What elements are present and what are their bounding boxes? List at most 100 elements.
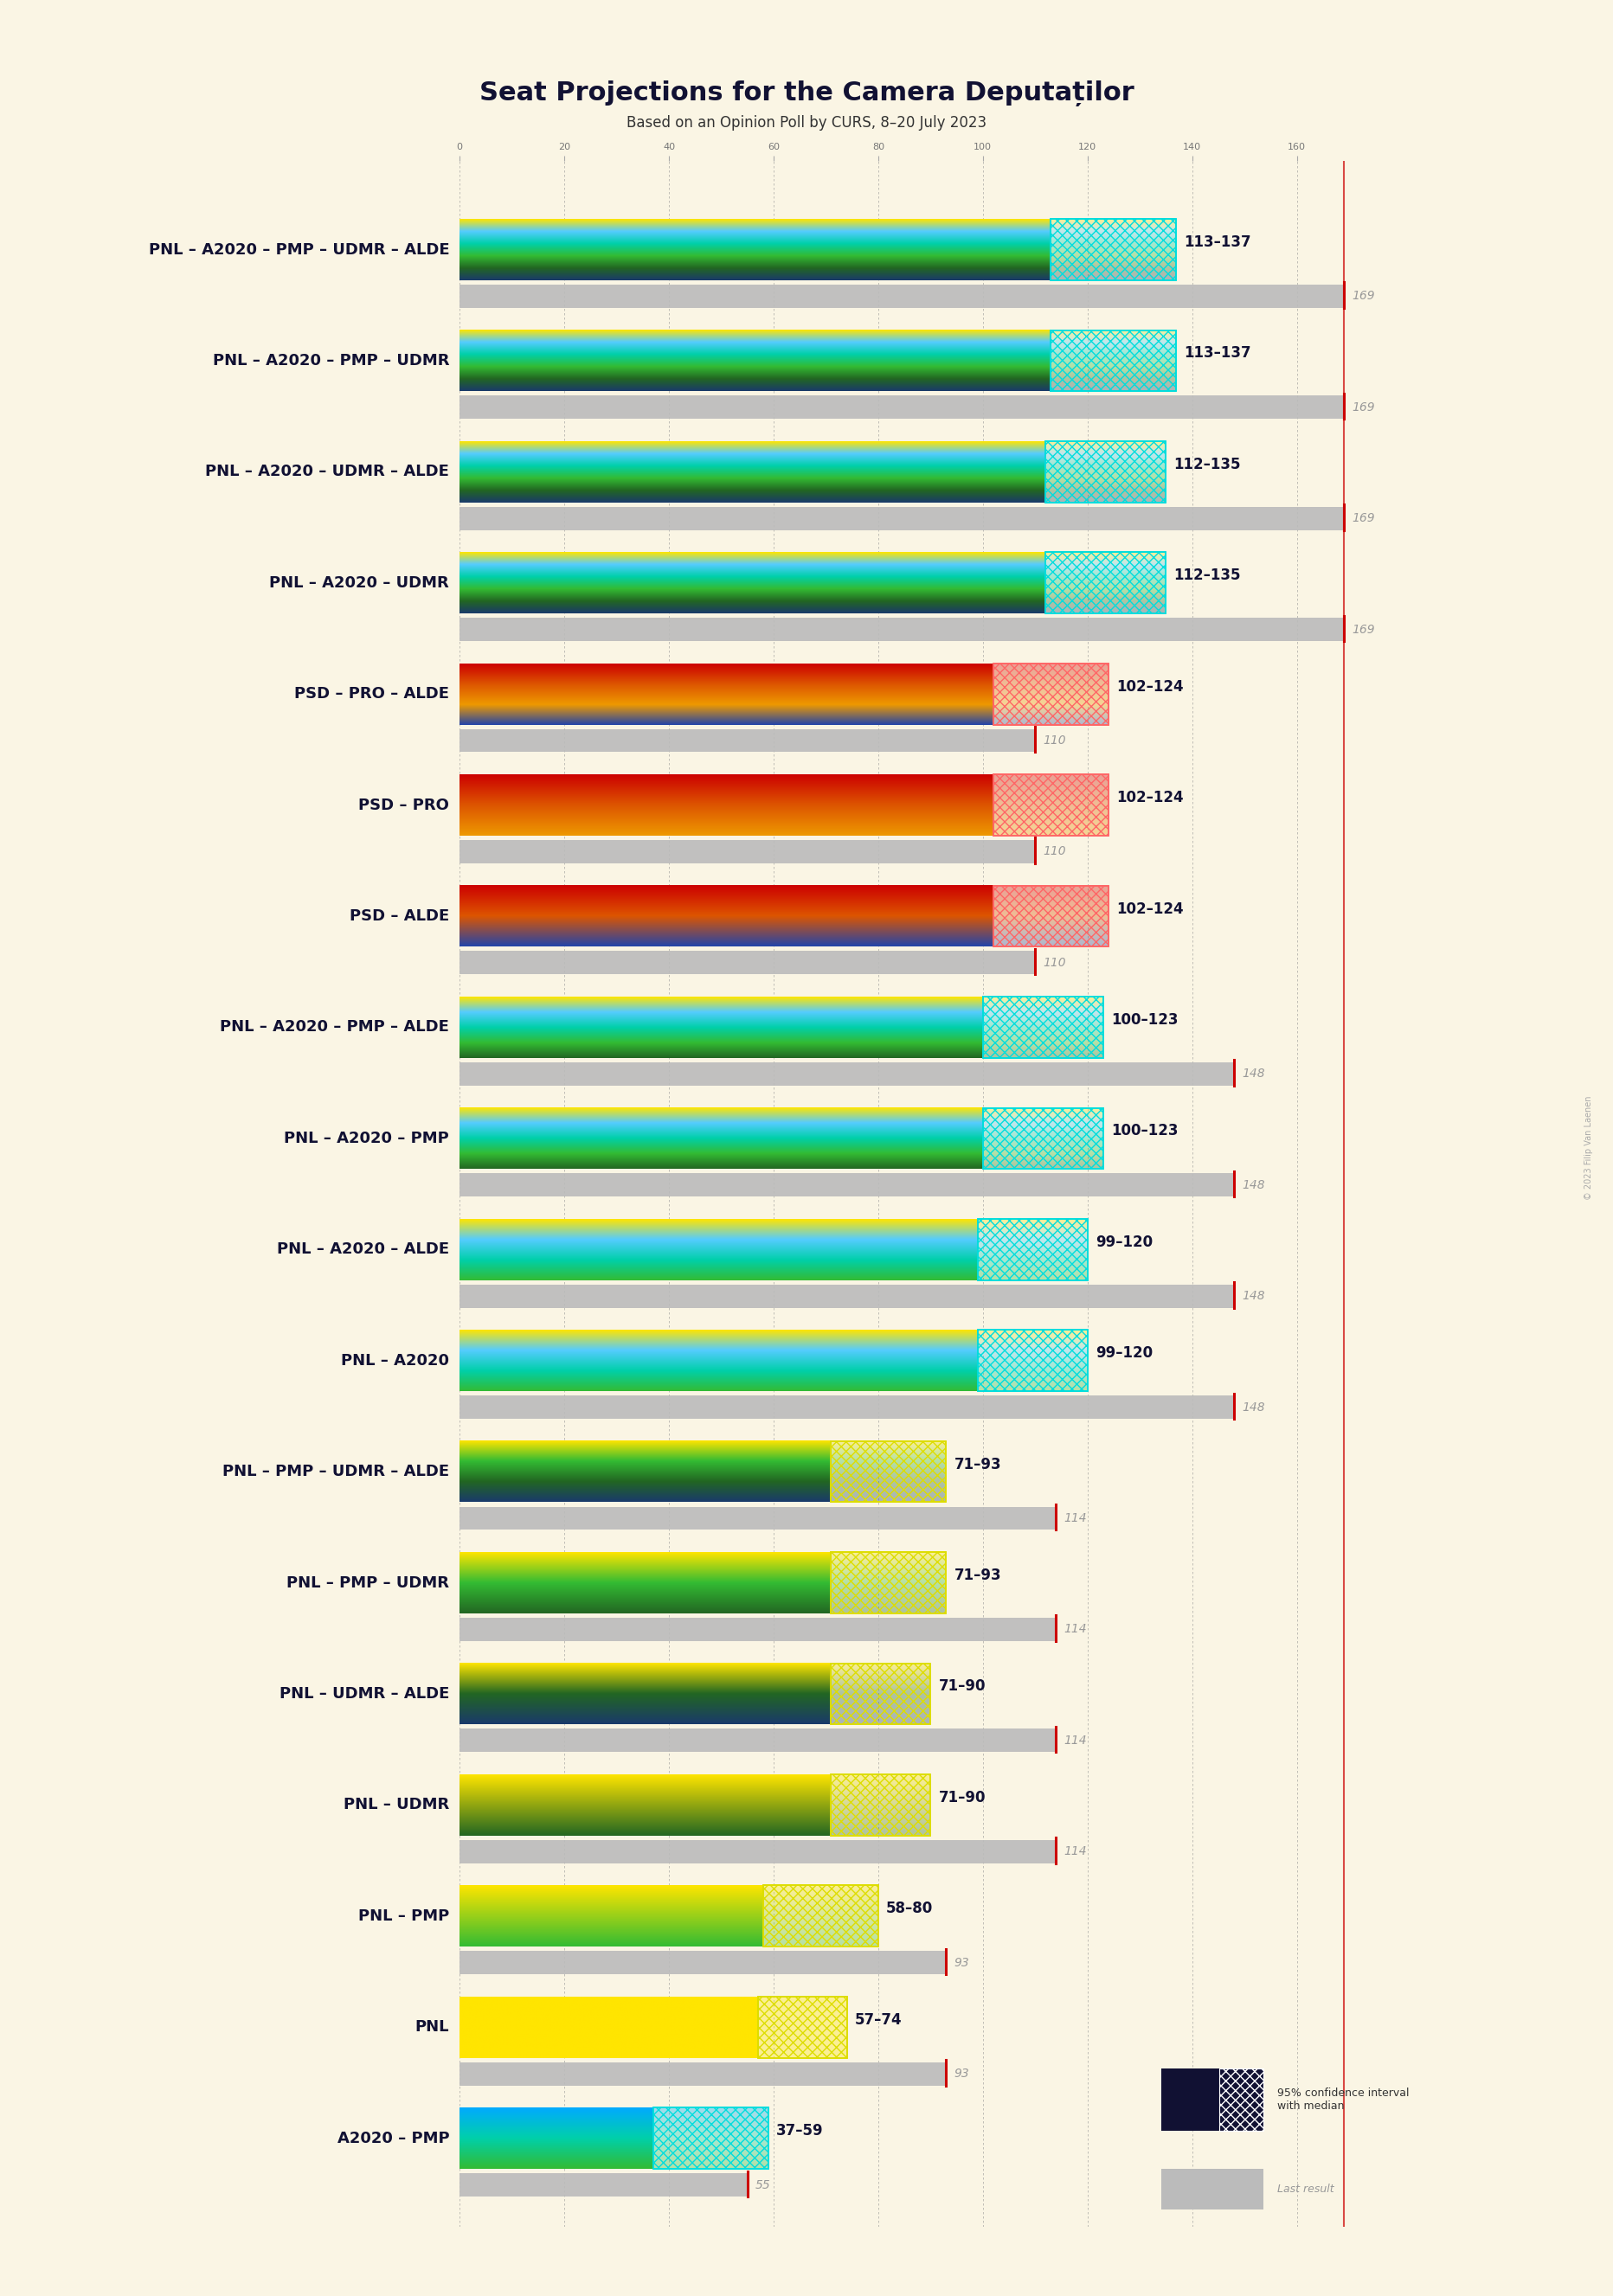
Bar <box>982 996 1103 1058</box>
Text: PNL – A2020: PNL – A2020 <box>340 1352 450 1368</box>
Text: 71–93: 71–93 <box>953 1568 1002 1584</box>
Text: 102–124: 102–124 <box>1116 900 1184 916</box>
Bar <box>460 1396 1234 1419</box>
Text: PNL – A2020 – PMP – UDMR: PNL – A2020 – PMP – UDMR <box>213 354 450 367</box>
Text: 148: 148 <box>1242 1178 1265 1192</box>
Bar <box>831 1552 947 1614</box>
Text: PSD – PRO: PSD – PRO <box>358 797 450 813</box>
Bar <box>460 1839 1057 1862</box>
Bar <box>1050 218 1176 280</box>
Bar <box>1045 553 1166 613</box>
Bar <box>460 2174 747 2197</box>
Bar <box>994 774 1108 836</box>
Text: 57–74: 57–74 <box>855 2011 902 2027</box>
Bar <box>982 1107 1103 1169</box>
Text: 169: 169 <box>1352 512 1374 523</box>
Text: PNL – UDMR: PNL – UDMR <box>344 1798 450 1814</box>
Bar <box>460 1173 1234 1196</box>
Bar <box>1161 2069 1263 2131</box>
Text: PNL – PMP: PNL – PMP <box>358 1908 450 1924</box>
Text: 114: 114 <box>1065 1513 1087 1525</box>
Bar <box>831 1442 947 1502</box>
Text: PNL – A2020 – UDMR: PNL – A2020 – UDMR <box>269 574 450 590</box>
Bar <box>994 664 1108 726</box>
Text: PNL – PMP – UDMR: PNL – PMP – UDMR <box>287 1575 450 1591</box>
Text: A2020 – PMP: A2020 – PMP <box>337 2131 450 2147</box>
Bar <box>1045 441 1166 503</box>
Bar <box>831 1662 931 1724</box>
Bar <box>831 1442 947 1502</box>
Bar <box>994 774 1108 836</box>
Text: 169: 169 <box>1352 289 1374 303</box>
Text: PNL: PNL <box>415 2020 450 2034</box>
Bar <box>831 1775 931 1835</box>
Bar <box>653 2108 768 2170</box>
Text: PNL – PMP – UDMR – ALDE: PNL – PMP – UDMR – ALDE <box>223 1465 450 1479</box>
Text: 169: 169 <box>1352 625 1374 636</box>
Bar <box>994 886 1108 946</box>
Text: 71–90: 71–90 <box>939 1678 986 1694</box>
Bar <box>460 618 1344 641</box>
Text: PNL – A2020 – ALDE: PNL – A2020 – ALDE <box>277 1242 450 1258</box>
Text: 100–123: 100–123 <box>1111 1123 1177 1139</box>
Bar <box>460 1952 947 1975</box>
Text: 169: 169 <box>1352 402 1374 413</box>
Text: 112–135: 112–135 <box>1174 567 1240 583</box>
Text: 55: 55 <box>755 2179 771 2190</box>
Bar <box>1219 2069 1263 2131</box>
Bar <box>460 951 1036 974</box>
Bar <box>460 1063 1234 1086</box>
Text: 37–59: 37–59 <box>776 2124 824 2138</box>
Bar <box>977 1219 1087 1281</box>
Bar <box>460 2062 947 2085</box>
Text: 71–93: 71–93 <box>953 1456 1002 1472</box>
Text: 58–80: 58–80 <box>886 1901 932 1917</box>
Text: © 2023 Filip Van Laenen: © 2023 Filip Van Laenen <box>1584 1095 1594 1201</box>
Bar <box>1045 553 1166 613</box>
Bar <box>831 1552 947 1614</box>
Bar <box>460 285 1344 308</box>
Text: 99–120: 99–120 <box>1095 1235 1153 1249</box>
Bar <box>977 1329 1087 1391</box>
Text: PNL – A2020 – UDMR – ALDE: PNL – A2020 – UDMR – ALDE <box>205 464 450 480</box>
Text: 112–135: 112–135 <box>1174 457 1240 473</box>
Bar <box>460 1729 1057 1752</box>
Bar <box>1050 331 1176 390</box>
Text: PSD – PRO – ALDE: PSD – PRO – ALDE <box>294 687 450 703</box>
Text: Last result: Last result <box>1277 2183 1334 2195</box>
Bar <box>982 1107 1103 1169</box>
Text: 113–137: 113–137 <box>1184 347 1252 360</box>
Bar <box>460 507 1344 530</box>
Bar <box>982 996 1103 1058</box>
Bar <box>831 1662 931 1724</box>
Text: 110: 110 <box>1044 957 1066 969</box>
Text: 95% confidence interval
with median: 95% confidence interval with median <box>1277 2087 1410 2112</box>
Text: 148: 148 <box>1242 1401 1265 1414</box>
Bar <box>1050 218 1176 280</box>
Text: PNL – A2020 – PMP – ALDE: PNL – A2020 – PMP – ALDE <box>219 1019 450 1035</box>
Text: PNL – UDMR – ALDE: PNL – UDMR – ALDE <box>279 1685 450 1701</box>
Text: 102–124: 102–124 <box>1116 790 1184 806</box>
Text: PNL – A2020 – PMP – UDMR – ALDE: PNL – A2020 – PMP – UDMR – ALDE <box>148 241 450 257</box>
Text: 102–124: 102–124 <box>1116 680 1184 693</box>
Text: 114: 114 <box>1065 1733 1087 1747</box>
Bar <box>758 1998 847 2057</box>
Text: 114: 114 <box>1065 1623 1087 1635</box>
Bar <box>994 664 1108 726</box>
Text: 148: 148 <box>1242 1290 1265 1302</box>
Bar <box>460 395 1344 418</box>
Bar <box>758 1998 847 2057</box>
Text: 100–123: 100–123 <box>1111 1013 1177 1029</box>
Bar <box>460 1619 1057 1642</box>
Text: 110: 110 <box>1044 735 1066 746</box>
Bar <box>460 840 1036 863</box>
Bar <box>763 1885 877 1947</box>
Bar <box>977 1329 1087 1391</box>
Bar <box>831 1775 931 1835</box>
Text: 71–90: 71–90 <box>939 1791 986 1805</box>
Text: Based on an Opinion Poll by CURS, 8–20 July 2023: Based on an Opinion Poll by CURS, 8–20 J… <box>626 115 987 131</box>
Bar <box>653 2108 768 2170</box>
Bar <box>1219 2069 1263 2131</box>
Text: Seat Projections for the Camera Deputaților: Seat Projections for the Camera Deputați… <box>479 80 1134 106</box>
Text: 110: 110 <box>1044 845 1066 859</box>
